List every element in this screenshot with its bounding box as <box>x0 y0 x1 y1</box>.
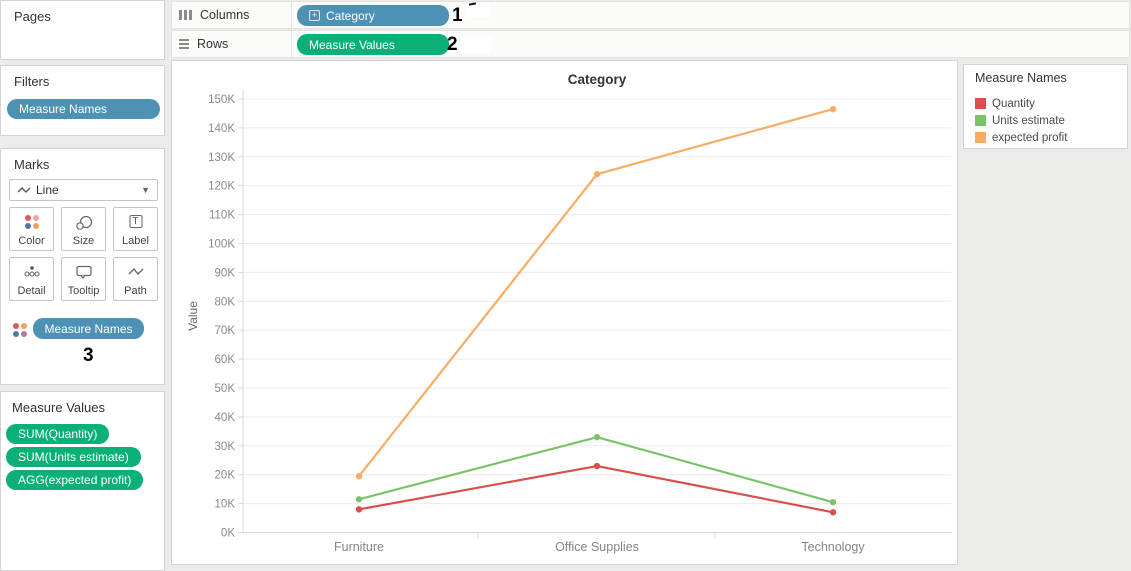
svg-text:140K: 140K <box>208 123 235 135</box>
marks-pill-measure-names[interactable]: Measure Names <box>33 318 144 339</box>
chart-view: Category Value 0K 10K 20K 30K 40K 50K 60K 70K 80… <box>171 60 958 565</box>
size-circles-icon <box>75 215 93 236</box>
label-t-icon: T <box>129 215 142 228</box>
chart-column-header: Category <box>567 72 627 87</box>
rows-bars-icon <box>179 39 189 49</box>
size-button[interactable]: Size <box>61 207 106 251</box>
pages-card: Pages <box>0 0 165 60</box>
label-button[interactable]: T Label <box>113 207 158 251</box>
white-patch-1 <box>466 2 490 17</box>
svg-text:20K: 20K <box>215 470 236 482</box>
svg-text:110K: 110K <box>209 210 235 222</box>
svg-text:120K: 120K <box>208 181 235 193</box>
legend-item-quantity[interactable]: Quantity <box>975 97 1035 110</box>
legend-item-expected-profit[interactable]: expected profit <box>975 131 1067 144</box>
columns-shelf: Columns + Category <box>171 1 1130 29</box>
annotation-2: 2 <box>447 34 458 55</box>
measure-values-card: Measure Values SUM(Quantity) SUM(Units e… <box>0 391 165 571</box>
filters-card: Filters Measure Names <box>0 65 165 136</box>
legend-title: Measure Names <box>975 71 1067 85</box>
detail-button[interactable]: Detail <box>9 257 54 301</box>
color-button[interactable]: Color <box>9 207 54 251</box>
annotation-3: 3 <box>83 345 94 366</box>
mv-pill-sum-units-estimate[interactable]: SUM(Units estimate) <box>6 447 141 467</box>
pages-title: Pages <box>14 9 51 24</box>
mark-type-dropdown[interactable]: Line ▼ <box>9 179 158 201</box>
expected-profit-swatch <box>975 132 986 143</box>
annotation-1: 1 <box>452 5 463 26</box>
columns-pill-category[interactable]: + Category <box>297 5 449 26</box>
columns-bars-icon <box>179 10 192 20</box>
color-dots-icon <box>24 215 39 229</box>
mv-pill-agg-expected-profit[interactable]: AGG(expected profit) <box>6 470 144 490</box>
filter-pill-measure-names[interactable]: Measure Names <box>7 99 160 119</box>
svg-text:Office Supplies: Office Supplies <box>555 540 639 554</box>
legend-item-units-estimate[interactable]: Units estimate <box>975 114 1065 127</box>
svg-text:Technology: Technology <box>801 540 865 554</box>
svg-text:40K: 40K <box>215 412 236 424</box>
marks-title: Marks <box>14 157 50 172</box>
rows-shelf: Rows Measure Values <box>171 30 1130 58</box>
color-dots-icon <box>13 323 27 337</box>
path-button[interactable]: Path <box>113 257 158 301</box>
rows-pill-measure-values[interactable]: Measure Values <box>297 34 449 55</box>
line-chart-plot[interactable]: 0K 10K 20K 30K 40K 50K 60K 70K 80K 90K 100K 110K 120… <box>172 61 959 566</box>
quantity-swatch <box>975 98 986 109</box>
chevron-down-icon[interactable]: ▼ <box>141 185 150 195</box>
legend-card: Measure Names Quantity Units estimate ex… <box>963 64 1128 149</box>
rows-shelf-label: Rows <box>197 37 229 51</box>
marks-card: Marks Line ▼ Color Size T Label <box>0 148 165 385</box>
columns-shelf-label: Columns <box>200 8 250 22</box>
white-patch-2 <box>461 37 491 53</box>
svg-text:30K: 30K <box>215 441 236 453</box>
line-wave-icon <box>17 187 31 193</box>
svg-text:50K: 50K <box>215 383 236 395</box>
svg-text:130K: 130K <box>208 152 235 164</box>
svg-text:150K: 150K <box>208 94 235 106</box>
tooltip-button[interactable]: Tooltip <box>61 257 106 301</box>
mark-type-value: Line <box>36 183 59 197</box>
annotation-backdrop <box>33 342 163 369</box>
svg-text:100K: 100K <box>208 239 235 251</box>
shelf-divider <box>291 31 292 57</box>
svg-text:90K: 90K <box>215 267 236 279</box>
mv-pill-sum-quantity[interactable]: SUM(Quantity) <box>6 424 110 444</box>
expand-plus-icon[interactable]: + <box>309 10 320 21</box>
shelf-divider <box>291 2 292 28</box>
measure-values-title: Measure Values <box>12 400 105 415</box>
path-wave-icon <box>128 265 144 283</box>
filters-title: Filters <box>14 74 50 89</box>
svg-text:Furniture: Furniture <box>334 540 384 554</box>
svg-text:70K: 70K <box>215 325 236 337</box>
svg-text:10K: 10K <box>215 499 236 511</box>
units-estimate-swatch <box>975 115 986 126</box>
svg-text:80K: 80K <box>215 296 236 308</box>
tooltip-bubble-icon <box>75 265 92 285</box>
svg-text:0K: 0K <box>221 528 235 540</box>
svg-text:60K: 60K <box>215 354 236 366</box>
stray-mark <box>468 2 477 6</box>
detail-dots-icon <box>23 265 40 284</box>
